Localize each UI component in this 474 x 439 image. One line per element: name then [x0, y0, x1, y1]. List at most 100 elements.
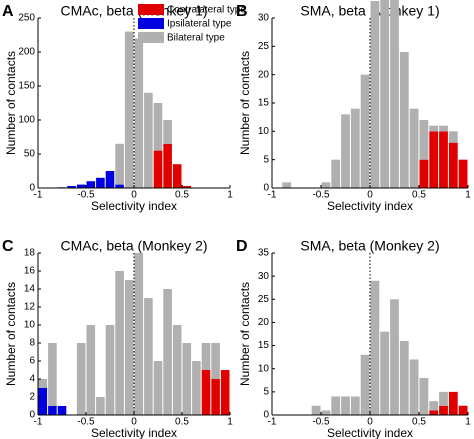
bar — [76, 184, 86, 188]
bar — [458, 405, 468, 415]
bar — [115, 143, 124, 185]
bar — [105, 325, 115, 415]
x-tick-label: -0.5 — [312, 190, 330, 201]
y-tick-label: 150 — [18, 81, 35, 92]
y-tick-label: 2 — [29, 392, 35, 403]
bar — [144, 298, 153, 415]
y-tick-label: 20 — [258, 69, 270, 80]
chart-title: CMAc, beta (Monkey 1) — [60, 3, 207, 19]
bar — [429, 131, 439, 188]
bar — [115, 271, 124, 415]
bar — [86, 325, 96, 415]
bar — [134, 253, 144, 415]
y-axis-label: Number of contacts — [238, 282, 252, 386]
bar — [172, 325, 182, 415]
y-tick-label: 12 — [24, 302, 36, 313]
bar — [211, 343, 220, 379]
bar — [331, 159, 341, 188]
bar — [124, 31, 134, 188]
y-tick-label: 16 — [24, 266, 36, 277]
bar — [172, 164, 182, 188]
chart-title: SMA, beta (Monkey 1) — [300, 3, 439, 19]
y-tick-label: 6 — [29, 356, 35, 367]
x-axis-label: Selectivity index — [91, 199, 177, 213]
bar — [350, 396, 360, 415]
bar — [439, 405, 448, 415]
bar — [192, 361, 201, 415]
panel-letter: D — [236, 238, 248, 255]
bar — [153, 103, 163, 151]
bar — [409, 359, 419, 415]
x-tick-label: -1 — [268, 417, 277, 428]
bar — [341, 396, 350, 415]
bar — [370, 0, 380, 188]
bar — [96, 177, 105, 188]
y-tick-label: 35 — [258, 248, 270, 259]
y-tick-label: 30 — [258, 271, 270, 282]
bar — [311, 405, 321, 415]
bar — [211, 379, 220, 415]
legend-swatch — [138, 4, 164, 15]
bar — [115, 184, 124, 188]
bar — [182, 343, 192, 415]
x-tick-label: 0 — [367, 417, 373, 428]
bar — [331, 396, 341, 415]
x-tick-label: -1 — [34, 190, 43, 201]
x-tick-label: 0 — [367, 190, 373, 201]
bar — [76, 343, 86, 415]
bar — [399, 340, 409, 415]
y-tick-label: 0 — [263, 410, 269, 421]
bar — [419, 120, 429, 160]
y-tick-label: 100 — [18, 115, 35, 126]
bar — [163, 289, 172, 415]
bar — [220, 370, 230, 415]
bar — [350, 108, 360, 188]
panel-letter: C — [2, 238, 14, 255]
bar — [163, 120, 172, 144]
x-tick-label: 0.5 — [175, 417, 189, 428]
bar — [419, 159, 429, 188]
bar — [153, 361, 163, 415]
legend-label: Ipsilateral type — [167, 19, 232, 30]
y-tick-label: 0 — [29, 410, 35, 421]
bar — [38, 388, 48, 415]
bar — [370, 280, 380, 415]
bar — [448, 142, 458, 188]
bar — [48, 406, 57, 415]
x-axis-label: Selectivity index — [327, 426, 413, 439]
bar — [439, 131, 448, 188]
bar — [341, 114, 350, 188]
y-tick-label: 8 — [29, 338, 35, 349]
y-tick-label: 4 — [29, 374, 35, 385]
bar — [57, 406, 67, 415]
bar — [448, 391, 458, 415]
bar — [429, 410, 439, 415]
chart-title: CMAc, beta (Monkey 2) — [60, 238, 207, 254]
bar — [409, 108, 419, 188]
y-tick-label: 0 — [263, 183, 269, 194]
bar — [38, 379, 48, 388]
bar — [380, 0, 390, 189]
y-tick-label: 10 — [24, 320, 36, 331]
x-tick-label: 0 — [131, 190, 137, 201]
y-tick-label: 15 — [258, 98, 270, 109]
x-tick-label: -0.5 — [312, 417, 330, 428]
bar — [439, 125, 448, 132]
bar — [201, 370, 211, 415]
bar — [163, 143, 172, 188]
bar — [67, 185, 76, 188]
bar — [105, 171, 115, 188]
bar — [390, 299, 399, 415]
y-tick-label: 0 — [29, 183, 35, 194]
bar — [429, 125, 439, 132]
bar — [144, 92, 153, 188]
x-tick-label: -0.5 — [77, 190, 95, 201]
y-axis-label: Number of contacts — [238, 51, 252, 155]
y-tick-label: 200 — [18, 47, 35, 58]
y-tick-label: 30 — [258, 13, 270, 24]
y-tick-label: 5 — [263, 154, 269, 165]
y-tick-label: 25 — [258, 294, 270, 305]
bar — [360, 354, 370, 415]
x-tick-label: 1 — [227, 417, 233, 428]
y-tick-label: 50 — [24, 149, 36, 160]
